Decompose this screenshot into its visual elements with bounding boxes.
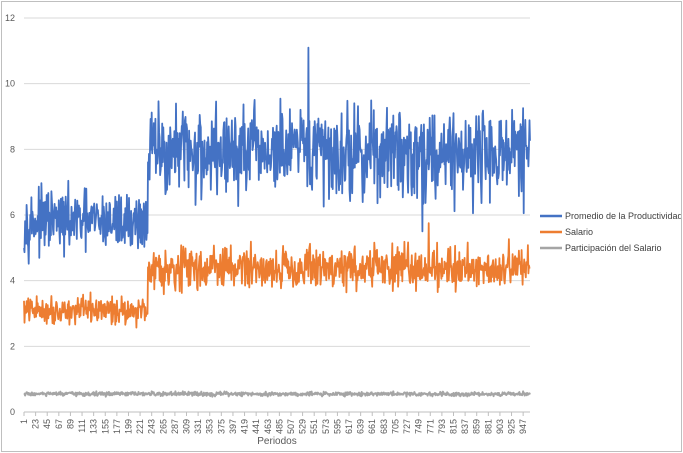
x-tick-label: 573 <box>321 419 331 434</box>
x-tick-label: 309 <box>182 419 192 434</box>
legend: Promedio de la Productividad Salario Parti… <box>540 211 681 253</box>
x-tick-label: 815 <box>448 419 458 434</box>
x-tick-label: 793 <box>437 419 447 434</box>
y-tick-label: 6 <box>10 210 15 220</box>
series-line-2 <box>23 222 531 329</box>
legend-label: Participación del Salario <box>565 243 662 253</box>
y-tick-label: 8 <box>10 144 15 154</box>
series-line-1 <box>23 46 531 265</box>
y-tick-label: 10 <box>5 79 15 89</box>
x-tick-label: 67 <box>54 419 64 429</box>
x-tick-label: 837 <box>460 419 470 434</box>
legend-label: Salario <box>565 227 593 237</box>
legend-label: Promedio de la Productividad <box>565 211 681 221</box>
x-tick-label: 463 <box>263 419 273 434</box>
x-tick-label: 903 <box>495 419 505 434</box>
x-tick-label: 771 <box>425 419 435 434</box>
y-tick-label: 12 <box>5 13 15 23</box>
x-tick-label: 683 <box>379 419 389 434</box>
x-tick-label: 221 <box>135 419 145 434</box>
x-tick-label: 705 <box>390 419 400 434</box>
x-tick-label: 617 <box>344 419 354 434</box>
x-tick-label: 507 <box>286 419 296 434</box>
x-tick-label: 485 <box>274 419 284 434</box>
series-layer <box>23 46 531 398</box>
x-tick-label: 639 <box>356 419 366 434</box>
x-tick-label: 45 <box>42 419 52 429</box>
y-tick-label: 2 <box>10 341 15 351</box>
x-axis-tick-labels: 1 23 45 67 89 111 133 155 177 199 221 243 265 287 309 3… <box>19 412 528 434</box>
x-tick-label: 111 <box>77 419 87 433</box>
x-tick-label: 243 <box>147 419 157 434</box>
x-axis-title: Periodos <box>257 436 296 447</box>
x-tick-label: 661 <box>367 419 377 434</box>
x-tick-label: 265 <box>158 419 168 434</box>
x-tick-label: 287 <box>170 419 180 434</box>
x-tick-label: 375 <box>216 419 226 434</box>
x-tick-label: 89 <box>65 419 75 429</box>
x-tick-label: 353 <box>205 419 215 434</box>
series-line-3 <box>23 390 531 398</box>
x-tick-label: 727 <box>402 419 412 434</box>
x-tick-label: 23 <box>31 419 41 429</box>
x-tick-label: 925 <box>507 419 517 434</box>
x-tick-label: 441 <box>251 419 261 434</box>
x-tick-label: 551 <box>309 419 319 434</box>
x-tick-label: 419 <box>240 419 250 434</box>
x-tick-label: 595 <box>332 419 342 434</box>
x-tick-label: 947 <box>518 419 528 434</box>
x-tick-label: 199 <box>123 419 133 434</box>
x-tick-label: 529 <box>298 419 308 434</box>
y-tick-label: 0 <box>10 407 15 417</box>
x-tick-label: 1 <box>19 419 29 424</box>
x-tick-label: 881 <box>483 419 493 434</box>
x-tick-label: 133 <box>89 419 99 434</box>
x-tick-label: 397 <box>228 419 238 434</box>
x-tick-label: 155 <box>100 419 110 434</box>
x-tick-label: 749 <box>414 419 424 434</box>
x-tick-label: 331 <box>193 419 203 434</box>
y-tick-label: 4 <box>10 276 15 286</box>
x-tick-label: 177 <box>112 419 122 434</box>
y-axis-tick-labels: 0 2 4 6 8 10 12 <box>5 13 15 417</box>
x-tick-label: 859 <box>472 419 482 434</box>
